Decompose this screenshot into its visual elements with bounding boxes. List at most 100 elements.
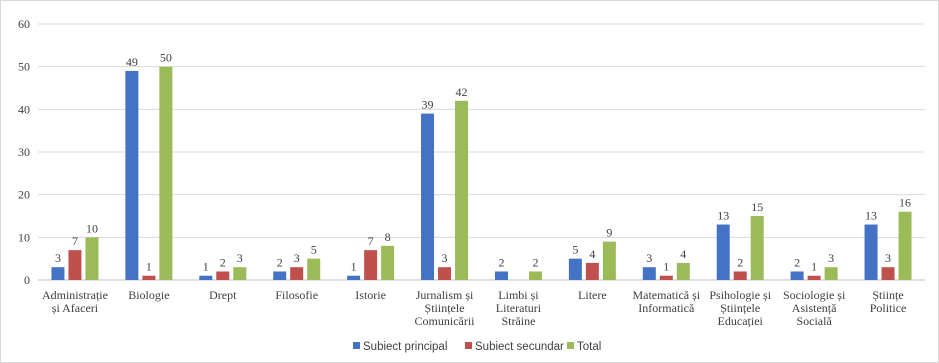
data-label: 2: [737, 255, 743, 269]
bar-subiect-secundar: [142, 275, 156, 280]
category-label: Drept: [209, 288, 237, 302]
category-label: Străine: [501, 314, 535, 328]
bar-subiect-secundar: [659, 275, 673, 280]
data-label: 3: [442, 251, 448, 265]
bar-subiect-secundar: [733, 271, 747, 280]
data-label: 2: [532, 255, 538, 269]
legend-label: Total: [577, 341, 601, 353]
category-label: Istorie: [355, 288, 386, 302]
data-label: 3: [885, 251, 891, 265]
data-label: 3: [55, 251, 61, 265]
bar-subiect-principal: [199, 275, 213, 280]
bar-total: [824, 267, 838, 280]
bar-subiect-principal: [716, 224, 730, 280]
bar-subiect-secundar: [438, 267, 452, 280]
category-label: Limbi și: [498, 288, 539, 302]
data-label: 42: [456, 85, 468, 99]
data-label: 39: [422, 98, 434, 112]
y-tick-label: 30: [18, 145, 30, 159]
data-label: 3: [646, 251, 652, 265]
data-label: 4: [680, 247, 686, 261]
category-label: Administrație: [42, 288, 108, 302]
y-tick-label: 10: [18, 230, 30, 244]
data-label: 5: [311, 243, 317, 257]
y-tick-label: 0: [24, 273, 30, 287]
data-label: 1: [351, 260, 357, 274]
data-label: 8: [385, 230, 391, 244]
bar-total: [676, 262, 690, 280]
bar-subiect-principal: [864, 224, 878, 280]
data-label: 3: [237, 251, 243, 265]
category-label: Socială: [796, 314, 832, 328]
bar-total: [528, 271, 542, 280]
data-label: 50: [160, 51, 172, 65]
bar-subiect-secundar: [807, 275, 821, 280]
data-label: 1: [663, 260, 669, 274]
data-label: 2: [220, 255, 226, 269]
bar-subiect-secundar: [68, 250, 82, 280]
bar-subiect-principal: [790, 271, 804, 280]
bar-subiect-principal: [347, 275, 361, 280]
data-label: 1: [203, 260, 209, 274]
data-label: 13: [865, 209, 877, 223]
legend-label: Subiect secundar: [475, 341, 564, 353]
bar-subiect-secundar: [585, 262, 599, 280]
y-tick-label: 20: [18, 188, 30, 202]
data-label: 7: [72, 234, 78, 248]
data-label: 49: [126, 55, 138, 69]
data-label: 4: [589, 247, 595, 261]
bar-subiect-principal: [273, 271, 287, 280]
legend-swatch: [353, 342, 360, 349]
data-label: 1: [146, 260, 152, 274]
category-label: Literaturi: [496, 301, 542, 315]
data-label: 16: [899, 196, 911, 210]
bar-subiect-secundar: [364, 250, 378, 280]
data-label: 3: [828, 251, 834, 265]
data-label: 2: [277, 255, 283, 269]
bar-total: [602, 241, 616, 280]
category-label: Sociologie și: [783, 288, 846, 302]
category-label: Științele: [720, 301, 760, 315]
legend-label: Subiect principal: [363, 341, 447, 353]
bar-subiect-principal: [494, 271, 508, 280]
category-label: Filosofie: [275, 288, 318, 302]
data-label: 10: [86, 221, 98, 235]
y-tick-label: 40: [18, 102, 30, 116]
category-label: Științe: [872, 288, 903, 302]
category-label: Jurnalism și: [416, 288, 474, 302]
category-label: Biologie: [128, 288, 169, 302]
bar-total: [85, 237, 99, 280]
category-label: Comunicării: [415, 314, 476, 328]
bar-total: [307, 258, 321, 280]
category-label: Politice: [870, 301, 907, 315]
bar-subiect-principal: [421, 113, 435, 280]
category-label: Educației: [718, 314, 764, 328]
data-label: 5: [572, 243, 578, 257]
data-label: 1: [811, 260, 817, 274]
bar-subiect-secundar: [290, 267, 304, 280]
data-label: 15: [751, 200, 763, 214]
data-label: 2: [794, 255, 800, 269]
y-tick-label: 50: [18, 60, 30, 74]
bar-total: [898, 211, 912, 280]
y-tick-label: 60: [18, 17, 30, 31]
category-label: Informatică: [638, 301, 695, 315]
legend-swatch: [465, 342, 472, 349]
legend-swatch: [567, 342, 574, 349]
bar-subiect-principal: [125, 70, 139, 280]
data-label: 3: [294, 251, 300, 265]
bar-subiect-principal: [568, 258, 582, 280]
category-label: Litere: [578, 288, 607, 302]
category-label: Psihologie și: [709, 288, 771, 302]
data-label: 7: [368, 234, 374, 248]
category-label: și Afaceri: [52, 301, 99, 315]
bar-subiect-secundar: [216, 271, 230, 280]
bar-total: [233, 267, 247, 280]
data-label: 9: [606, 226, 612, 240]
bar-subiect-principal: [642, 267, 656, 280]
category-label: Matematică și: [632, 288, 700, 302]
data-label: 2: [498, 255, 504, 269]
category-label: Științele: [425, 301, 465, 315]
bar-total: [381, 245, 395, 280]
